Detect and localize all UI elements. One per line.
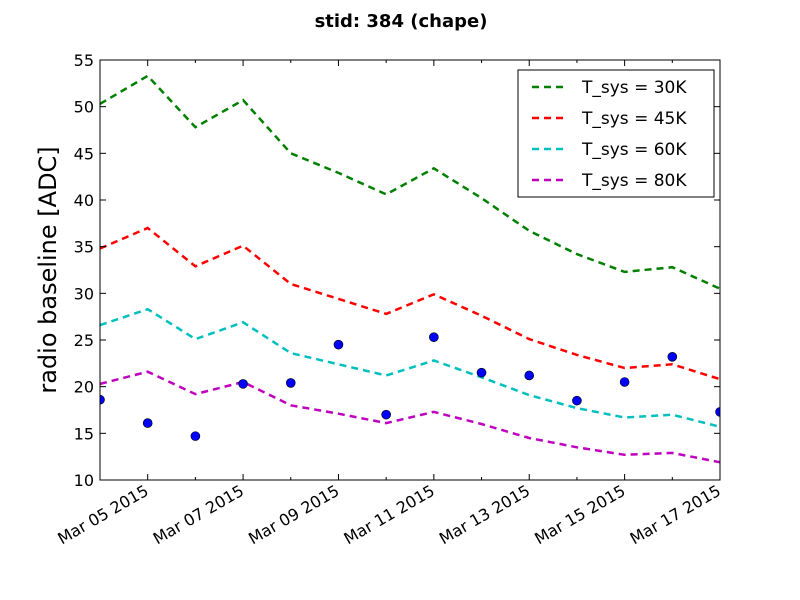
scatter-points <box>100 332 720 441</box>
legend-entry: T_sys = 30K <box>581 78 687 98</box>
data-point <box>190 431 201 441</box>
legend-entry: T_sys = 45K <box>581 109 687 129</box>
x-tick-label: Mar 09 2015 <box>245 481 342 548</box>
data-point <box>715 407 720 417</box>
data-point <box>238 379 248 389</box>
data-point <box>285 378 296 388</box>
x-tick-label: Mar 17 2015 <box>627 481 724 548</box>
y-tick-label: 25 <box>74 331 94 350</box>
y-tick-label: 35 <box>74 238 94 257</box>
y-tick-label: 15 <box>74 424 94 443</box>
data-point <box>142 418 153 428</box>
y-tick-label: 40 <box>74 191 94 210</box>
series-line-4 <box>100 370 720 464</box>
chart-title: stid: 384 (chape) <box>315 11 488 32</box>
y-axis-label: radio baseline [ADC] <box>34 146 62 393</box>
series-line-2 <box>100 226 720 381</box>
data-point <box>524 370 535 381</box>
legend-entry: T_sys = 60K <box>581 140 687 160</box>
plot-frame <box>99 59 721 481</box>
x-tick-label: Mar 13 2015 <box>436 481 533 548</box>
legend: T_sys = 30K T_sys = 45K T_sys = 60K T_sys =… <box>517 69 715 198</box>
data-point <box>381 409 391 420</box>
x-tick-label: Mar 07 2015 <box>150 481 247 548</box>
legend-box <box>517 69 715 198</box>
data-point <box>100 394 105 405</box>
x-tick-label: Mar 11 2015 <box>340 481 437 548</box>
series-line-3 <box>100 307 720 429</box>
y-tick-label: 50 <box>74 98 94 117</box>
legend-entry: T_sys = 80K <box>581 171 687 191</box>
series-lines <box>100 74 720 464</box>
y-tick-label: 10 <box>74 471 94 490</box>
series-line-1 <box>100 74 720 290</box>
x-tick-label: Mar 05 2015 <box>54 481 151 548</box>
data-point <box>572 395 582 406</box>
y-tick-label: 20 <box>74 378 94 397</box>
y-tick-label: 45 <box>74 144 94 163</box>
data-point <box>429 332 439 343</box>
data-point <box>619 377 630 387</box>
data-point <box>476 367 487 378</box>
y-tick-label: 30 <box>74 284 94 303</box>
x-tick-label: Mar 15 2015 <box>531 481 628 548</box>
data-point <box>333 339 344 350</box>
y-tick-label: 55 <box>74 51 94 70</box>
data-point <box>667 351 678 362</box>
